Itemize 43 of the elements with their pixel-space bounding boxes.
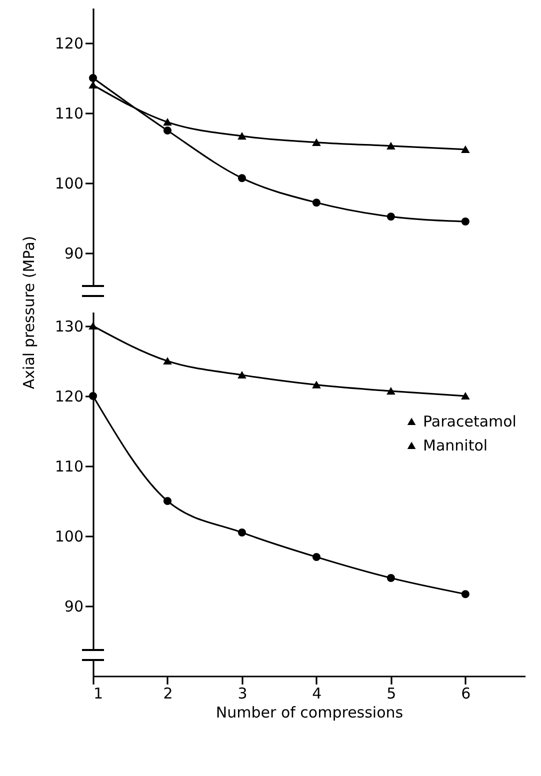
point <box>88 74 98 82</box>
point <box>238 132 246 140</box>
point <box>386 388 395 395</box>
point <box>238 174 246 182</box>
point <box>238 528 246 537</box>
point <box>386 142 395 150</box>
y-tick-label: 90 <box>64 244 84 262</box>
text: Paracetamol <box>423 412 516 430</box>
x-tick-label: 2 <box>163 684 173 702</box>
point <box>461 590 470 598</box>
point <box>163 126 172 135</box>
y-tick-label: 130 <box>54 318 84 336</box>
x-tick-label: 5 <box>386 684 396 702</box>
y-tick-label: 120 <box>54 388 84 406</box>
point <box>461 392 470 400</box>
y-tick-label: 120 <box>54 34 84 52</box>
point <box>238 371 246 379</box>
y-tick-label: 100 <box>54 528 84 546</box>
point <box>461 146 470 153</box>
y-tick-label: 90 <box>64 598 84 616</box>
point <box>163 118 172 126</box>
x-tick-label: 6 <box>461 684 471 702</box>
point <box>312 381 320 388</box>
point <box>386 212 395 221</box>
x-tick-label: 1 <box>94 684 104 702</box>
point <box>312 198 320 207</box>
point <box>163 496 172 506</box>
y-tick-label: 100 <box>54 174 84 192</box>
point <box>461 217 470 226</box>
x-axis-title: Number of compressions <box>216 704 404 722</box>
legend-label: Mannitol <box>423 436 488 454</box>
point <box>88 392 98 400</box>
point <box>88 81 98 89</box>
point <box>163 357 172 365</box>
y-tick-label: 110 <box>54 104 84 122</box>
y-tick-label: 110 <box>54 458 84 476</box>
point <box>312 552 320 562</box>
y-axis-title: Axial pressure (MPa) <box>20 236 38 390</box>
point <box>386 574 395 582</box>
point <box>312 138 320 146</box>
x-tick-label: 4 <box>312 684 322 702</box>
x-tick-label: 3 <box>238 684 248 702</box>
point <box>88 322 98 330</box>
